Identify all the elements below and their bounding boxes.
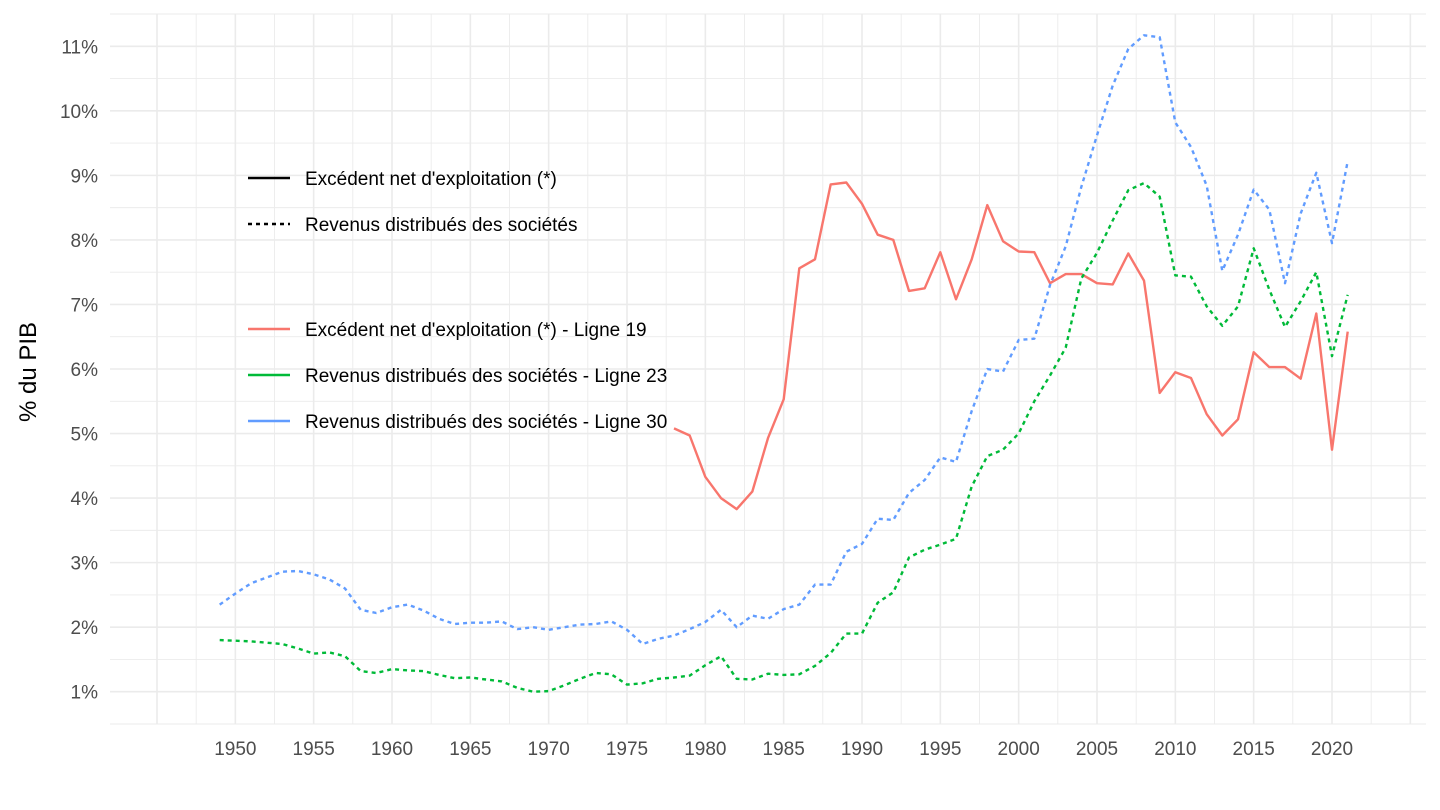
x-tick-label: 2010 <box>1154 739 1196 760</box>
x-tick-label: 1965 <box>449 739 491 760</box>
legend-label-series: Revenus distribués des sociétés - Ligne … <box>305 412 667 433</box>
legend-label-series: Revenus distribués des sociétés - Ligne … <box>305 366 667 387</box>
legend-label-linetype: Excédent net d'exploitation (*) <box>305 169 557 190</box>
x-tick-label: 1970 <box>528 739 570 760</box>
x-tick-label: 2005 <box>1076 739 1118 760</box>
legend-label-series: Excédent net d'exploitation (*) - Ligne … <box>305 320 647 341</box>
series-line-2 <box>219 181 1349 693</box>
x-axis-tick-labels: 1950 1955 1960 1965 1970 1975 1980 1985 1990 1995… <box>214 739 1353 760</box>
y-tick-label: 7% <box>71 295 99 316</box>
series-lines <box>219 34 1349 693</box>
y-tick-label: 6% <box>71 360 99 381</box>
y-tick-label: 9% <box>71 166 99 187</box>
x-tick-label: 1960 <box>371 739 413 760</box>
x-tick-label: 2015 <box>1233 739 1275 760</box>
x-tick-label: 2020 <box>1311 739 1353 760</box>
y-tick-label: 8% <box>71 231 99 252</box>
x-tick-label: 1975 <box>606 739 648 760</box>
x-tick-label: 1980 <box>684 739 726 760</box>
y-tick-label: 11% <box>61 37 98 58</box>
legend-label-linetype: Revenus distribués des sociétés <box>305 215 577 236</box>
series-line-1 <box>673 181 1349 511</box>
y-tick-label: 10% <box>60 102 98 123</box>
x-tick-label: 2000 <box>998 739 1040 760</box>
y-tick-label: 5% <box>71 425 99 446</box>
y-axis-title: % du PIB <box>15 322 42 422</box>
y-tick-label: 2% <box>71 618 99 639</box>
legend: Excédent net d'exploitation (*) Revenus d… <box>248 169 667 433</box>
series-line-3 <box>219 34 1349 646</box>
x-tick-label: 1990 <box>841 739 883 760</box>
x-tick-label: 1955 <box>293 739 335 760</box>
y-tick-label: 3% <box>71 554 99 575</box>
x-tick-label: 1985 <box>763 739 805 760</box>
x-tick-label: 1950 <box>214 739 256 760</box>
y-tick-label: 4% <box>71 489 99 510</box>
x-tick-label: 1995 <box>919 739 961 760</box>
y-tick-label: 1% <box>71 683 99 704</box>
y-axis-tick-labels: 1% 2% 3% 4% 5% 6% 7% 8% 9% 10% 11% <box>60 37 98 703</box>
